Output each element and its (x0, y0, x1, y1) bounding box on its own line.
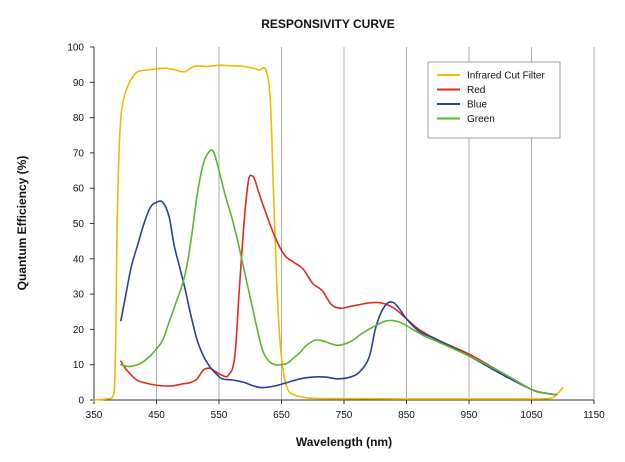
series-line-blue (120, 200, 558, 396)
series-line-red (120, 174, 558, 396)
y-tick-label: 50 (73, 219, 85, 230)
y-tick-label: 0 (78, 396, 84, 407)
legend-label-blue: Blue (467, 100, 487, 111)
y-tick-label: 40 (73, 254, 85, 265)
legend: Infrared Cut Filter Red Blue Green (427, 61, 561, 139)
data-series (93, 64, 564, 401)
legend-label-green: Green (467, 114, 495, 125)
x-tick-label: 1150 (583, 410, 605, 421)
x-axis-label: Wavelength (nm) (296, 435, 392, 449)
y-axis-label: Quantum Efficiency (%) (15, 156, 29, 291)
x-tick-label: 550 (211, 410, 228, 421)
y-tick-label: 70 (73, 148, 85, 159)
chart-title: RESPONSIVITY CURVE (261, 17, 395, 31)
y-tick-label: 60 (73, 184, 85, 195)
y-tick-label: 10 (73, 360, 85, 371)
x-tick-label: 850 (398, 410, 415, 421)
series-line-infrared-cut-filter (93, 64, 564, 401)
series-line-green (120, 149, 558, 396)
y-tick-label: 20 (73, 325, 85, 336)
x-tick-label: 1050 (520, 410, 543, 421)
x-tick-label: 650 (273, 410, 290, 421)
y-tick-label: 90 (73, 78, 85, 89)
x-tick-label: 350 (86, 410, 103, 421)
x-tick-label: 950 (461, 410, 478, 421)
legend-label-red: Red (467, 85, 485, 96)
legend-label-infrared-cut-filter: Infrared Cut Filter (467, 71, 545, 82)
y-tick-label: 100 (67, 43, 84, 54)
y-tick-label: 80 (73, 113, 85, 124)
x-tick-labels: 350 450 550 650 750 850 950 1050 1150 (86, 410, 606, 421)
y-tick-label: 30 (73, 290, 85, 301)
axes (90, 46, 595, 404)
legend-box (427, 61, 561, 139)
y-tick-labels: 0 10 20 30 40 50 60 70 80 90 100 (67, 43, 84, 407)
x-tick-label: 450 (148, 410, 165, 421)
x-tick-label: 750 (336, 410, 353, 421)
legend-items: Infrared Cut Filter Red Blue Green (437, 71, 545, 125)
